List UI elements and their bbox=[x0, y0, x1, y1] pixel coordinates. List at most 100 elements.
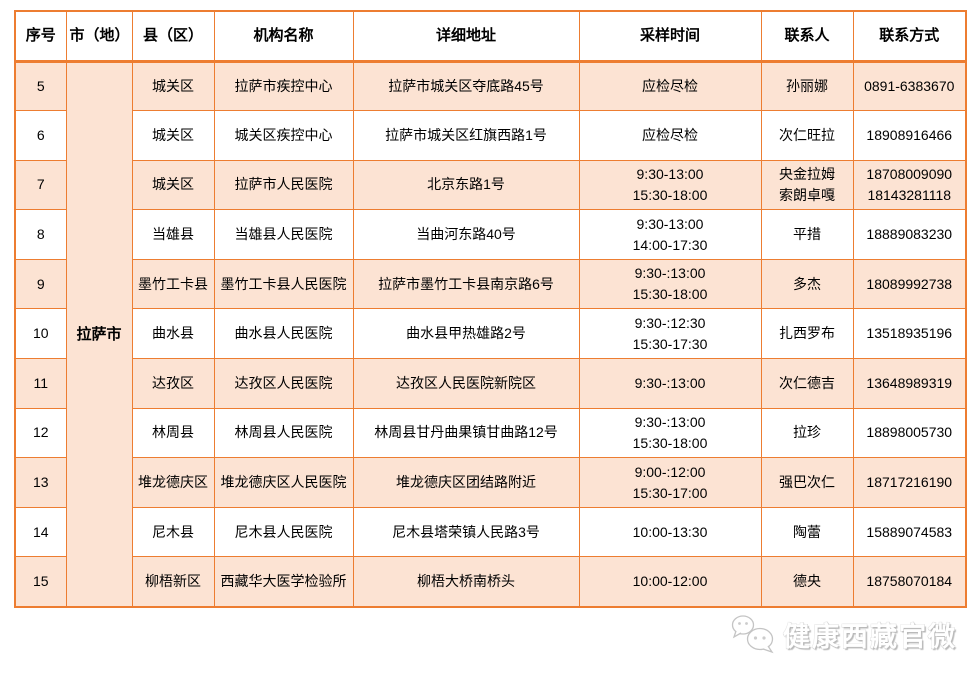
cell-time: 9:00-:12:00 15:30-17:00 bbox=[578, 457, 762, 508]
cell-time: 9:30-13:00 15:30-18:00 bbox=[578, 159, 762, 211]
cell-address: 尼木县塔荣镇人民路3号 bbox=[352, 506, 580, 558]
cell-org: 墨竹工卡县人民医院 bbox=[213, 258, 354, 310]
cell-org: 城关区疾控中心 bbox=[213, 110, 354, 161]
cell-address: 林周县甘丹曲果镇甘曲路12号 bbox=[352, 407, 580, 459]
table-row: 11 达孜区 达孜区人民医院 达孜区人民医院新院区 9:30-:13:00 次仁德吉 136… bbox=[14, 358, 967, 409]
cell-address: 堆龙德庆区团结路附近 bbox=[352, 457, 580, 508]
cell-serial: 7 bbox=[14, 159, 67, 211]
cell-county: 当雄县 bbox=[131, 209, 215, 260]
table-header-row: 序号 市（地） 县（区） 机构名称 详细地址 采样时间 联系人 联系方式 bbox=[14, 10, 967, 63]
col-header-city: 市（地） bbox=[65, 10, 133, 63]
cell-phone: 13648989319 bbox=[852, 358, 967, 409]
wechat-icon bbox=[730, 614, 776, 654]
cell-serial: 10 bbox=[14, 308, 67, 360]
cell-phone: 18908916466 bbox=[852, 110, 967, 161]
cell-serial: 15 bbox=[14, 556, 67, 608]
cell-phone: 18717216190 bbox=[852, 457, 967, 508]
cell-phone: 15889074583 bbox=[852, 506, 967, 558]
cell-contact: 扎西罗布 bbox=[760, 308, 854, 360]
cell-contact: 多杰 bbox=[760, 258, 854, 310]
cell-time: 应检尽检 bbox=[578, 60, 762, 112]
cell-serial: 12 bbox=[14, 407, 67, 459]
cell-address: 拉萨市墨竹工卡县南京路6号 bbox=[352, 258, 580, 310]
cell-contact: 次仁旺拉 bbox=[760, 110, 854, 161]
cell-city: 拉萨市 bbox=[65, 60, 133, 608]
cell-org: 堆龙德庆区人民医院 bbox=[213, 457, 354, 508]
cell-time: 9:30-:13:00 15:30-18:00 bbox=[578, 407, 762, 459]
table-row: 10 曲水县 曲水县人民医院 曲水县甲热雄路2号 9:30-:12:30 15:30-1… bbox=[14, 308, 967, 360]
col-header-contact: 联系人 bbox=[760, 10, 854, 63]
cell-serial: 9 bbox=[14, 258, 67, 310]
col-header-time: 采样时间 bbox=[578, 10, 762, 63]
cell-address: 当曲河东路40号 bbox=[352, 209, 580, 260]
cell-county: 堆龙德庆区 bbox=[131, 457, 215, 508]
col-header-county: 县（区） bbox=[131, 10, 215, 63]
cell-org: 西藏华大医学检验所 bbox=[213, 556, 354, 608]
cell-time: 9:30-:12:30 15:30-17:30 bbox=[578, 308, 762, 360]
cell-county: 达孜区 bbox=[131, 358, 215, 409]
cell-county: 林周县 bbox=[131, 407, 215, 459]
cell-address: 柳梧大桥南桥头 bbox=[352, 556, 580, 608]
cell-address: 曲水县甲热雄路2号 bbox=[352, 308, 580, 360]
col-header-org: 机构名称 bbox=[213, 10, 354, 63]
cell-phone: 0891-6383670 bbox=[852, 60, 967, 112]
table-row: 7 城关区 拉萨市人民医院 北京东路1号 9:30-13:00 15:30-18:00 央… bbox=[14, 159, 967, 211]
cell-contact: 德央 bbox=[760, 556, 854, 608]
cell-org: 林周县人民医院 bbox=[213, 407, 354, 459]
cell-org: 曲水县人民医院 bbox=[213, 308, 354, 360]
cell-time: 9:30-:13:00 15:30-18:00 bbox=[578, 258, 762, 310]
cell-contact: 平措 bbox=[760, 209, 854, 260]
cell-serial: 6 bbox=[14, 110, 67, 161]
cell-serial: 5 bbox=[14, 60, 67, 112]
sampling-sites-table: 序号 市（地） 县（区） 机构名称 详细地址 采样时间 联系人 联系方式 5 拉萨… bbox=[14, 10, 967, 608]
cell-serial: 8 bbox=[14, 209, 67, 260]
cell-contact: 央金拉姆 索朗卓嘎 bbox=[760, 159, 854, 211]
cell-org: 当雄县人民医院 bbox=[213, 209, 354, 260]
cell-county: 柳梧新区 bbox=[131, 556, 215, 608]
cell-serial: 13 bbox=[14, 457, 67, 508]
table-row: 12 林周县 林周县人民医院 林周县甘丹曲果镇甘曲路12号 9:30-:13:00 15… bbox=[14, 407, 967, 459]
table-body: 5 拉萨市 城关区 拉萨市疾控中心 拉萨市城关区夺底路45号 应检尽检 孙丽娜 0891-63… bbox=[14, 60, 967, 608]
cell-time: 9:30-13:00 14:00-17:30 bbox=[578, 209, 762, 260]
cell-time: 10:00-12:00 bbox=[578, 556, 762, 608]
cell-contact: 次仁德吉 bbox=[760, 358, 854, 409]
table-row: 6 城关区 城关区疾控中心 拉萨市城关区红旗西路1号 应检尽检 次仁旺拉 189089164… bbox=[14, 110, 967, 161]
cell-contact: 强巴次仁 bbox=[760, 457, 854, 508]
cell-address: 达孜区人民医院新院区 bbox=[352, 358, 580, 409]
col-header-address: 详细地址 bbox=[352, 10, 580, 63]
cell-address: 拉萨市城关区夺底路45号 bbox=[352, 60, 580, 112]
cell-serial: 14 bbox=[14, 506, 67, 558]
cell-org: 达孜区人民医院 bbox=[213, 358, 354, 409]
cell-phone: 13518935196 bbox=[852, 308, 967, 360]
cell-phone: 18708009090 18143281118 bbox=[852, 159, 967, 211]
cell-time: 应检尽检 bbox=[578, 110, 762, 161]
cell-serial: 11 bbox=[14, 358, 67, 409]
cell-phone: 18898005730 bbox=[852, 407, 967, 459]
cell-address: 拉萨市城关区红旗西路1号 bbox=[352, 110, 580, 161]
cell-county: 城关区 bbox=[131, 159, 215, 211]
cell-county: 曲水县 bbox=[131, 308, 215, 360]
cell-county: 城关区 bbox=[131, 60, 215, 112]
cell-phone: 18758070184 bbox=[852, 556, 967, 608]
cell-contact: 拉珍 bbox=[760, 407, 854, 459]
watermark: 健康西藏官微 bbox=[730, 614, 957, 654]
cell-phone: 18889083230 bbox=[852, 209, 967, 260]
col-header-phone: 联系方式 bbox=[852, 10, 967, 63]
table-row: 13 堆龙德庆区 堆龙德庆区人民医院 堆龙德庆区团结路附近 9:00-:12:00 15… bbox=[14, 457, 967, 508]
cell-county: 尼木县 bbox=[131, 506, 215, 558]
table-row: 9 墨竹工卡县 墨竹工卡县人民医院 拉萨市墨竹工卡县南京路6号 9:30-:13:00 … bbox=[14, 258, 967, 310]
cell-address: 北京东路1号 bbox=[352, 159, 580, 211]
table-row: 15 柳梧新区 西藏华大医学检验所 柳梧大桥南桥头 10:00-12:00 德央 18758… bbox=[14, 556, 967, 608]
cell-org: 拉萨市疾控中心 bbox=[213, 60, 354, 112]
cell-org: 拉萨市人民医院 bbox=[213, 159, 354, 211]
watermark-text: 健康西藏官微 bbox=[783, 621, 957, 652]
table-row: 5 拉萨市 城关区 拉萨市疾控中心 拉萨市城关区夺底路45号 应检尽检 孙丽娜 0891-63… bbox=[14, 60, 967, 608]
cell-contact: 孙丽娜 bbox=[760, 60, 854, 112]
cell-org: 尼木县人民医院 bbox=[213, 506, 354, 558]
col-header-serial: 序号 bbox=[14, 10, 67, 63]
cell-county: 墨竹工卡县 bbox=[131, 258, 215, 310]
cell-phone: 18089992738 bbox=[852, 258, 967, 310]
cell-contact: 陶蕾 bbox=[760, 506, 854, 558]
cell-time: 9:30-:13:00 bbox=[578, 358, 762, 409]
